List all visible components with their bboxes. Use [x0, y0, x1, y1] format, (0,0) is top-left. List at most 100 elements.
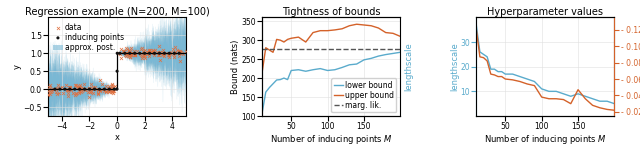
lower bound	[262, 91, 269, 93]
data	[157, 54, 167, 56]
X-axis label: Number of inducing points $M$: Number of inducing points $M$	[484, 133, 607, 145]
data	[138, 50, 148, 52]
inducing points	[55, 88, 65, 90]
data	[124, 50, 134, 53]
data	[166, 51, 176, 53]
data	[136, 57, 147, 59]
inducing points	[109, 88, 120, 90]
data	[88, 88, 98, 90]
inducing points	[60, 88, 70, 90]
data	[79, 83, 89, 86]
data	[44, 86, 54, 88]
lower bound	[259, 112, 266, 114]
lower bound	[353, 63, 360, 65]
upper bound	[276, 39, 284, 41]
inducing points	[140, 52, 150, 54]
data	[123, 52, 133, 55]
data	[125, 47, 136, 49]
data	[61, 84, 71, 86]
data	[173, 51, 184, 53]
data	[97, 83, 108, 85]
data	[47, 90, 57, 93]
data	[124, 52, 134, 54]
inducing points	[174, 52, 184, 54]
Y-axis label: y: y	[13, 64, 22, 69]
data	[170, 51, 180, 54]
Line: lower bound: lower bound	[262, 52, 400, 113]
data	[63, 89, 74, 92]
inducing points	[79, 88, 90, 90]
data	[110, 84, 120, 87]
data	[158, 52, 168, 54]
upper bound	[374, 27, 382, 29]
inducing points	[112, 52, 122, 54]
data	[170, 46, 180, 48]
data	[136, 54, 146, 56]
upper bound	[353, 23, 360, 25]
data	[115, 52, 125, 55]
data	[173, 50, 184, 52]
lower bound	[331, 69, 339, 71]
data	[108, 90, 118, 93]
inducing points	[129, 52, 140, 54]
data	[95, 90, 105, 92]
inducing points	[120, 52, 130, 54]
data	[74, 84, 84, 86]
data	[126, 53, 136, 55]
upper bound	[302, 41, 310, 43]
data	[148, 52, 158, 54]
data	[84, 87, 94, 89]
inducing points	[70, 88, 80, 90]
data	[164, 54, 174, 56]
data	[121, 52, 131, 54]
data	[90, 86, 100, 88]
data	[148, 50, 159, 52]
data	[154, 45, 164, 47]
lower bound	[294, 69, 302, 71]
data	[70, 94, 81, 96]
data	[65, 87, 75, 89]
data	[163, 54, 173, 56]
data	[124, 51, 134, 54]
data	[144, 50, 154, 53]
data	[122, 54, 132, 57]
data	[125, 55, 135, 58]
upper bound	[367, 25, 375, 27]
data	[61, 88, 72, 90]
data	[107, 84, 117, 86]
data	[90, 88, 100, 90]
data	[140, 57, 150, 59]
data	[84, 87, 94, 89]
data	[103, 88, 113, 90]
data	[154, 51, 164, 53]
upper bound	[259, 71, 266, 73]
data	[122, 47, 132, 50]
data	[148, 49, 158, 52]
data	[145, 49, 156, 51]
data	[57, 86, 67, 88]
inducing points	[134, 52, 145, 54]
inducing points	[149, 52, 159, 54]
X-axis label: Number of inducing points $M$: Number of inducing points $M$	[269, 133, 393, 145]
data	[139, 54, 149, 57]
lower bound	[287, 70, 295, 71]
data	[129, 51, 139, 54]
data	[51, 87, 61, 90]
data	[124, 54, 134, 57]
inducing points	[112, 70, 122, 72]
data	[107, 83, 117, 85]
data	[154, 51, 164, 53]
data	[82, 88, 92, 90]
data	[169, 54, 179, 56]
data	[85, 91, 95, 94]
X-axis label: x: x	[115, 133, 120, 142]
lower bound	[324, 70, 332, 71]
data	[137, 55, 147, 57]
inducing points	[84, 88, 95, 90]
data	[101, 90, 111, 92]
Legend: lower bound, upper bound, marg. lik.: lower bound, upper bound, marg. lik.	[332, 78, 396, 112]
marg. lik.	[252, 48, 259, 50]
data	[143, 51, 153, 53]
upper bound	[309, 32, 317, 33]
data	[124, 52, 134, 55]
